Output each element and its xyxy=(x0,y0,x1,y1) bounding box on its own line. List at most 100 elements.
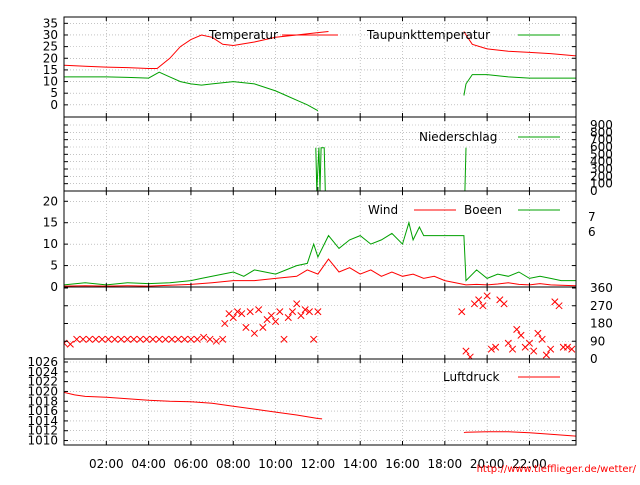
wind_direction-point xyxy=(73,335,81,343)
precipitation-ytick-label: 500 xyxy=(590,147,613,161)
wind-ytick-label: 10 xyxy=(43,237,58,251)
temperature-legend-taupunkttemperatur: Taupunkttemperatur xyxy=(366,28,490,42)
x-tick-label: 22:00 xyxy=(512,457,547,471)
wind-legend-wind: Wind xyxy=(368,203,398,217)
precipitation-ytick-label: 900 xyxy=(590,118,613,132)
wind_direction-point xyxy=(547,345,555,353)
wind_direction-point xyxy=(563,343,572,351)
wind_direction-ytick-label: 270 xyxy=(590,299,613,313)
wind_direction-point xyxy=(475,296,483,304)
x-tick-label: 18:00 xyxy=(428,457,463,471)
precipitation-ytick-label: 300 xyxy=(590,162,613,176)
temperature-ytick-label: 15 xyxy=(43,63,58,77)
temperature-ytick-label: 30 xyxy=(43,28,58,42)
frame-layer xyxy=(63,16,577,446)
temperature-ytick-label: 35 xyxy=(43,16,58,30)
x-tick-label: 12:00 xyxy=(301,457,336,471)
precipitation-series-niederschlag-line xyxy=(464,147,467,191)
wind_direction-point xyxy=(242,323,250,331)
wind_direction-markers xyxy=(64,292,576,359)
temperature-series-temperatur-line xyxy=(64,31,329,69)
precipitation-ytick-label: 700 xyxy=(590,133,613,147)
wind_direction-point xyxy=(272,317,280,326)
pressure-ytick-label: 1016 xyxy=(27,404,58,418)
x-tick-label: 14:00 xyxy=(343,457,378,471)
wind_direction-point xyxy=(310,335,318,343)
wind_direction-point xyxy=(487,345,495,353)
wind_direction-point xyxy=(517,331,525,339)
wind_direction-point xyxy=(221,319,229,328)
wind_direction-point xyxy=(233,308,242,316)
wind_direction-point xyxy=(187,335,195,343)
temperature-series-taupunkttemperatur-line xyxy=(463,74,576,96)
pressure-ytick-label: 1018 xyxy=(27,394,58,408)
pressure-ytick-label: 1014 xyxy=(27,414,58,428)
wind_direction-point xyxy=(123,335,132,343)
pressure-legend-luftdruck: Luftdruck xyxy=(443,370,500,384)
wind-series-boeen-line xyxy=(64,220,576,286)
wind_direction-point xyxy=(259,323,267,331)
wind_direction-point xyxy=(568,345,576,353)
wind_direction-point xyxy=(162,335,170,343)
wind_direction-point xyxy=(79,335,87,343)
x-tick-label: 16:00 xyxy=(385,457,420,471)
wind-right-label: 6 xyxy=(588,225,596,239)
pressure-panel-frame xyxy=(63,358,577,446)
wind_direction-point xyxy=(174,335,182,343)
wind_direction-panel-frame xyxy=(63,286,577,360)
wind_direction-point xyxy=(206,335,214,343)
footer-url: http://www.tiefflieger.de/wetter/ xyxy=(476,464,636,475)
wind_direction-point xyxy=(508,345,517,353)
wind_direction-point xyxy=(297,312,305,320)
temperature-ytick-label: 10 xyxy=(43,75,58,89)
wind_direction-point xyxy=(104,335,112,343)
wind-series-wind-line xyxy=(64,258,576,287)
temperature-ytick-label: 25 xyxy=(43,40,58,54)
wind-ytick-label: 5 xyxy=(50,259,58,273)
wind_direction-point xyxy=(542,351,550,359)
wind_direction-point xyxy=(193,335,201,343)
pressure-ytick-label: 1024 xyxy=(27,365,58,379)
precipitation-ytick-label: 800 xyxy=(590,125,613,139)
x-tick-label: 06:00 xyxy=(174,457,209,471)
wind_direction-point xyxy=(479,302,487,310)
wind_direction-point xyxy=(219,335,227,343)
wind_direction-point xyxy=(301,306,309,314)
pressure-series-luftdruck-line xyxy=(463,431,576,437)
pressure-ytick-label: 1026 xyxy=(27,355,58,369)
wind_direction-point xyxy=(513,325,521,333)
wind_direction-point xyxy=(462,347,470,355)
wind_direction-point xyxy=(136,335,144,343)
wind_direction-point xyxy=(492,343,500,351)
wind_direction-point xyxy=(238,310,246,318)
precipitation-series-niederschlag-line xyxy=(315,147,327,191)
precipitation-ytick-label: 100 xyxy=(590,177,613,191)
temperature-legend-temperatur: Temperatur xyxy=(208,28,278,42)
wind_direction-point xyxy=(555,302,563,310)
pressure-series-luftdruck-line xyxy=(64,391,323,420)
pressure-ytick-label: 1010 xyxy=(27,434,58,448)
wind_direction-ytick-label: 90 xyxy=(590,334,605,348)
wind_direction-point xyxy=(255,306,263,314)
wind_direction-point xyxy=(500,300,508,308)
wind-right-label: 7 xyxy=(588,210,596,224)
wind_direction-point xyxy=(200,333,208,341)
wind_direction-point xyxy=(66,340,74,348)
wind_direction-point xyxy=(98,335,106,343)
wind_direction-point xyxy=(111,335,119,343)
wind_direction-point xyxy=(117,335,125,343)
temperature-ytick-label: 5 xyxy=(50,86,58,100)
wind_direction-point xyxy=(142,335,151,343)
wind_direction-ytick-label: 0 xyxy=(590,352,598,366)
wind_direction-point xyxy=(181,335,189,343)
wind_direction-point xyxy=(530,347,538,355)
wind_direction-point xyxy=(149,335,157,343)
precipitation-ytick-label: 600 xyxy=(590,140,613,154)
precipitation-legend-niederschlag: Niederschlag xyxy=(419,130,497,144)
wind_direction-point xyxy=(314,308,322,316)
temperature-series-taupunkttemperatur-line xyxy=(64,71,319,112)
wind_direction-point xyxy=(276,308,284,316)
x-tick-label: 02:00 xyxy=(89,457,124,471)
